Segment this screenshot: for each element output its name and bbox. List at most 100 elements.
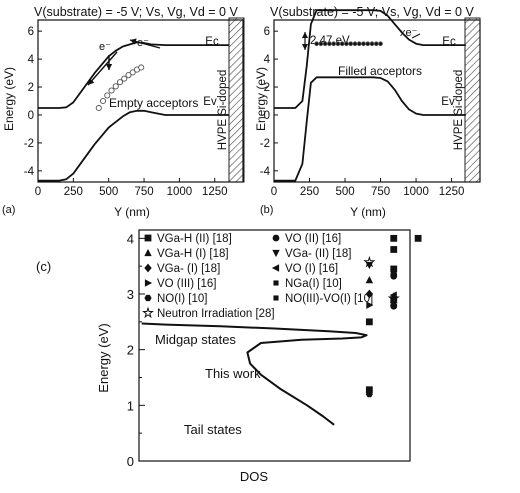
panel-c-legend-marker — [273, 295, 279, 301]
panel-b-xtick-label: 1000 — [403, 186, 429, 198]
panel-c-data-point — [390, 302, 398, 310]
panel-a-acceptor-point — [104, 92, 111, 99]
panel-c-midgap-label: Midgap states — [155, 332, 236, 347]
panel-a-acceptor-point — [121, 75, 128, 82]
panel-b-header: V(substrate) = -5 V; Vs, Vg, Vd = 0 V — [270, 5, 474, 19]
panel-c-legend-label: VGa-H (II) [18] — [157, 233, 232, 245]
panel-c-legend-label: NGa(I) [10] — [285, 278, 342, 290]
panel-b-ytick-label: 0 — [264, 110, 270, 122]
panel-c-ytick-label: 0 — [127, 454, 134, 469]
panel-a-ev-label: Ev — [203, 96, 217, 108]
panel-a-acceptor-point — [99, 97, 107, 105]
panel-c-legend-marker — [144, 294, 152, 302]
panel-a-acceptor-point — [129, 69, 136, 76]
panel-c-legend-marker — [144, 279, 153, 287]
panel-b-acceptor-point — [378, 41, 383, 47]
panel-b-ylabel: Energy (eV) — [254, 67, 268, 131]
panel-c: (c) Energy (eV) DOS Midgap states This w… — [36, 229, 422, 484]
panel-b-xtick-label: 750 — [371, 186, 390, 198]
panel-b-ev-label: Ev — [441, 96, 455, 108]
panel-c-data-point — [390, 265, 398, 273]
panel-a-drop-arrow-head — [105, 64, 113, 70]
panel-c-data-point — [365, 386, 373, 394]
panel-c-legend-label: NO(III)-VO(I) [10] — [285, 293, 373, 305]
panel-b-acceptor-point — [335, 41, 341, 47]
panel-a-ec-label: Ec — [205, 36, 219, 48]
panel-a-label: (a) — [2, 204, 15, 216]
panel-a-trap-arrow — [87, 51, 118, 86]
panel-c-legend-label: VO (III) [16] — [157, 278, 216, 290]
panel-c-label: (c) — [36, 259, 51, 274]
panel-b-acceptor-point — [373, 41, 379, 47]
panel-b-ytick-label: 2 — [264, 82, 270, 94]
panel-b-acceptor-point — [361, 41, 366, 47]
panel-b-xtick-label: 500 — [335, 186, 354, 198]
panel-c-data-point — [365, 276, 374, 284]
panel-b: V(substrate) = -5 V; Vs, Vg, Vd = 0 V (b… — [254, 5, 481, 219]
panel-c-legend-marker — [272, 234, 280, 242]
panel-a-plot-frame — [37, 19, 244, 183]
panel-b-ytick-label: 6 — [264, 26, 270, 38]
panel-a-acceptor-point — [116, 79, 124, 86]
panel-b-hatch — [464, 17, 481, 183]
panel-a-xtick-label: 250 — [64, 186, 83, 198]
panel-c-legend-marker — [144, 263, 152, 273]
panel-a-header: V(substrate) = -5 V; Vs, Vg, Vd = 0 V — [34, 5, 238, 19]
panel-c-dos-curve — [141, 322, 368, 426]
panel-a-electron-1: e⁻ — [99, 41, 111, 53]
panel-c-data-point — [366, 301, 374, 309]
panel-a-acceptor-point — [138, 64, 145, 71]
panel-c-plot-frame — [138, 229, 411, 462]
panel-a-acceptor-point — [125, 72, 132, 79]
panel-b-gap-arrow-head — [302, 44, 308, 50]
panel-b-acceptors-label: Filled acceptors — [338, 64, 422, 78]
panel-c-legend-label: VO (II) [16] — [285, 233, 341, 245]
panel-b-ec-curve — [274, 9, 466, 109]
panel-a-ytick-label: -4 — [24, 166, 35, 178]
panel-c-legend-marker — [144, 234, 152, 242]
panel-a-ec-curve — [38, 41, 229, 109]
panel-c-ytick-label: 4 — [127, 231, 134, 246]
panel-c-data-point — [365, 391, 373, 398]
panel-c-legend-label: Neutron Irradiation [28] — [157, 308, 275, 320]
panel-c-legend-marker — [144, 248, 152, 257]
panel-a-xtick-label: 750 — [134, 186, 153, 198]
panel-c-thiswork-label: This work — [205, 366, 261, 381]
panel-c-legend-marker — [142, 306, 154, 319]
panel-b-label: (b) — [260, 204, 273, 216]
panel-b-xtick-label: 1250 — [439, 186, 465, 198]
panel-b-acceptor-point — [356, 41, 362, 47]
panel-c-ytick-label: 1 — [127, 398, 134, 413]
panel-b-acceptor-point — [339, 41, 345, 47]
panel-b-plot-frame — [273, 19, 481, 183]
panel-b-acceptor-point — [369, 41, 375, 47]
panel-b-acceptor-point — [322, 41, 328, 47]
panel-b-xtick-label: 0 — [271, 186, 277, 198]
panel-a-xtick-label: 500 — [99, 186, 118, 198]
panel-c-ytick-label: 2 — [127, 343, 134, 358]
panel-a-hatch — [228, 17, 245, 183]
panel-b-acceptor-point — [365, 41, 371, 47]
panel-b-acceptor-point — [318, 41, 324, 47]
panel-c-ytick-label: 3 — [127, 287, 134, 302]
panel-c-data-point — [390, 246, 398, 253]
panel-b-xlabel: Y (nm) — [350, 205, 386, 219]
panel-b-ytick-label: -2 — [260, 138, 270, 150]
panel-a-ytick-label: 0 — [28, 110, 34, 122]
panel-c-ylabel: Energy (eV) — [96, 323, 111, 392]
panel-a-ev-curve — [38, 109, 229, 182]
panel-a-acceptor-point — [108, 87, 115, 94]
panel-c-data-point — [414, 234, 422, 242]
panel-c-data-point — [365, 289, 374, 299]
panel-a-xtick-label: 1250 — [202, 186, 228, 198]
panel-a-xlabel: Y (nm) — [114, 205, 150, 219]
panel-c-data-point — [365, 262, 374, 270]
panel-b-gap-arrow-head — [302, 32, 308, 38]
panel-a-ylabel: Energy (eV) — [2, 67, 16, 131]
panel-c-legend-marker — [271, 264, 280, 272]
panel-b-ev-curve — [274, 76, 466, 182]
panel-b-xtick-label: 250 — [300, 186, 319, 198]
panel-a-acceptors-label: Empty acceptors — [109, 96, 198, 110]
panel-c-data-point — [365, 318, 373, 326]
